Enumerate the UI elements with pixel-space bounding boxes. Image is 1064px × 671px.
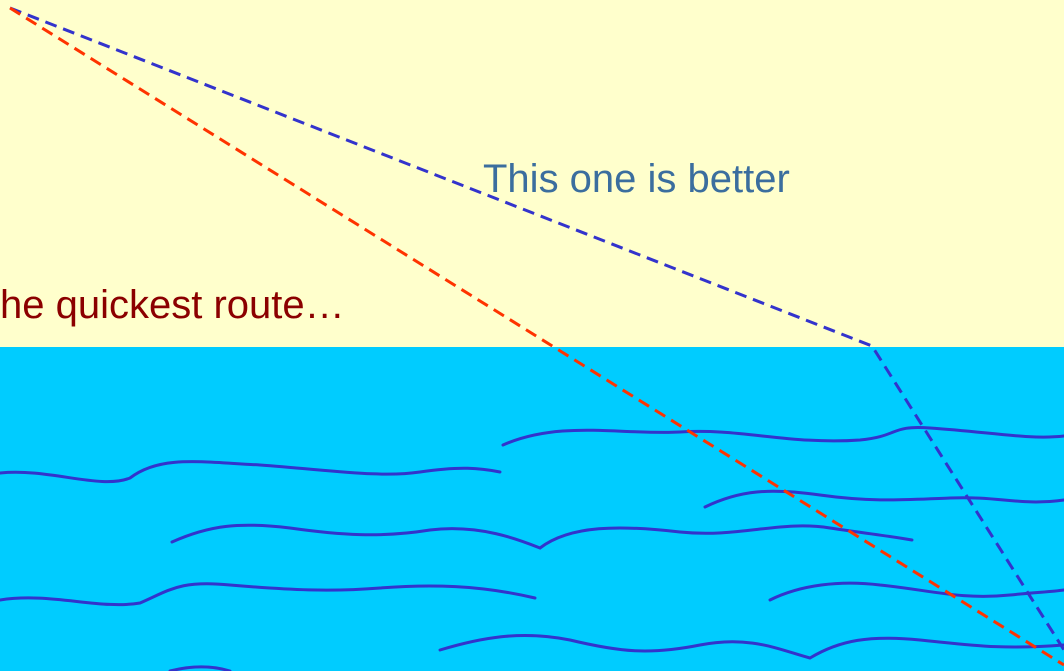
quickest-label: he quickest route…: [0, 283, 345, 327]
water: [0, 347, 1064, 671]
page: This one is better he quickest route… ((…: [0, 0, 1064, 671]
better-label: This one is better: [483, 157, 790, 201]
diagram: This one is better he quickest route…: [0, 0, 1064, 671]
